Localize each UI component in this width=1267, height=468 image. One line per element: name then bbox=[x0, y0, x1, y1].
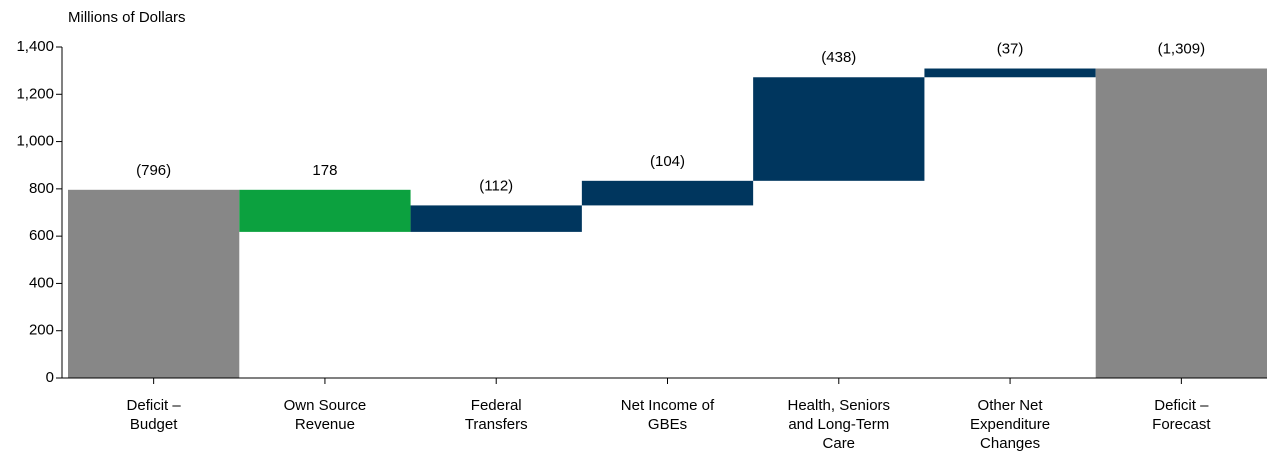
bar bbox=[581, 180, 754, 206]
y-tick-label: 0 bbox=[46, 369, 54, 386]
bar bbox=[410, 205, 582, 232]
y-tick-label: 1,400 bbox=[16, 38, 54, 55]
y-tick-label: 400 bbox=[29, 274, 54, 291]
y-tick-label: 600 bbox=[29, 227, 54, 244]
bar bbox=[1095, 68, 1267, 378]
y-tick-label: 800 bbox=[29, 180, 54, 197]
y-axis-label: Millions of Dollars bbox=[68, 9, 186, 26]
x-tick-label: Net Income of GBEs bbox=[621, 397, 715, 433]
bar bbox=[924, 68, 1096, 78]
bar bbox=[239, 189, 411, 232]
x-tick-label: Other Net Expenditure Changes bbox=[970, 397, 1050, 452]
x-tick-label: Health, Seniors and Long-Term Care bbox=[788, 397, 891, 452]
x-tick-label: Federal Transfers bbox=[465, 397, 528, 433]
value-label: (438) bbox=[821, 49, 856, 66]
x-tick-label: Own Source Revenue bbox=[284, 397, 367, 433]
value-label: (112) bbox=[479, 177, 513, 194]
y-tick-label: 1,200 bbox=[16, 85, 54, 102]
value-label: (796) bbox=[136, 162, 171, 179]
value-label: (104) bbox=[650, 153, 685, 170]
y-tick-label: 200 bbox=[29, 322, 54, 339]
value-label: (1,309) bbox=[1158, 40, 1206, 57]
value-label: (37) bbox=[997, 40, 1024, 57]
bar bbox=[753, 77, 925, 181]
bar bbox=[68, 189, 240, 378]
value-label: 178 bbox=[312, 162, 337, 179]
x-tick-label: Deficit – Forecast bbox=[1152, 397, 1211, 433]
y-tick-label: 1,000 bbox=[16, 133, 54, 150]
x-tick-label: Deficit – Budget bbox=[127, 397, 182, 433]
